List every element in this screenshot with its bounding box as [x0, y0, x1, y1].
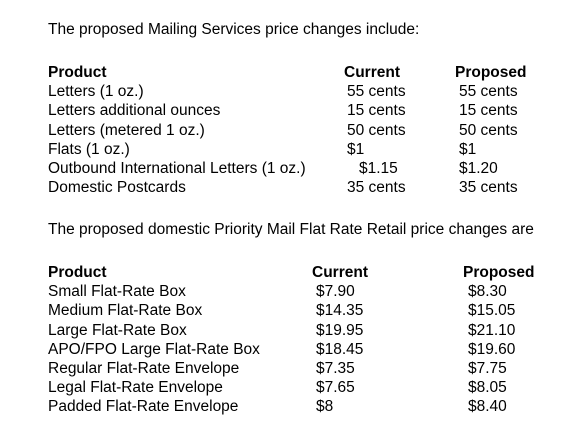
current-price: 55 cents: [347, 83, 406, 101]
proposed-price: $1: [459, 140, 477, 158]
current-price: $1.15: [359, 159, 398, 177]
current-price: $18.45: [316, 340, 364, 358]
product-name: Domestic Postcards: [48, 179, 186, 197]
proposed-price: 15 cents: [459, 102, 518, 120]
product-name: Large Flat-Rate Box: [48, 321, 187, 339]
product-name: Medium Flat-Rate Box: [48, 302, 203, 320]
header-product: Product: [48, 64, 107, 81]
proposed-price: $21.10: [468, 321, 516, 339]
header-current: Current: [312, 264, 368, 281]
proposed-price: 55 cents: [459, 83, 518, 101]
header-current: Current: [344, 64, 400, 81]
proposed-price: $1.20: [459, 159, 498, 177]
proposed-price: $19.60: [468, 340, 516, 358]
product-name: Outbound International Letters (1 oz.): [48, 159, 306, 177]
proposed-price: 50 cents: [459, 121, 518, 139]
product-name: Flats (1 oz.): [48, 140, 130, 158]
header-proposed: Proposed: [455, 64, 527, 81]
product-name: Letters (1 oz.): [48, 83, 144, 101]
proposed-price: 35 cents: [459, 179, 518, 197]
product-name: Regular Flat-Rate Envelope: [48, 359, 240, 377]
current-price: 35 cents: [347, 179, 406, 197]
mailing-intro-text: The proposed Mailing Services price chan…: [48, 21, 420, 38]
product-name: APO/FPO Large Flat-Rate Box: [48, 340, 260, 358]
header-product: Product: [48, 264, 107, 281]
proposed-price: $8.05: [468, 379, 507, 397]
product-name: Letters (metered 1 oz.): [48, 121, 205, 139]
priority-intro-text: The proposed domestic Priority Mail Flat…: [48, 221, 534, 238]
header-proposed: Proposed: [463, 264, 535, 281]
proposed-price: $15.05: [468, 302, 516, 320]
current-price: 50 cents: [347, 121, 406, 139]
current-price: $1: [347, 140, 365, 158]
current-price: 15 cents: [347, 102, 406, 120]
current-price: $7.35: [316, 359, 355, 377]
current-price: $7.90: [316, 283, 355, 301]
product-name: Legal Flat-Rate Envelope: [48, 379, 223, 397]
proposed-price: $7.75: [468, 359, 507, 377]
current-price: $7.65: [316, 379, 355, 397]
current-price: $14.35: [316, 302, 364, 320]
current-price: $8: [316, 398, 334, 416]
product-name: Padded Flat-Rate Envelope: [48, 398, 239, 416]
proposed-price: $8.30: [468, 283, 507, 301]
product-name: Letters additional ounces: [48, 102, 221, 120]
proposed-price: $8.40: [468, 398, 507, 416]
current-price: $19.95: [316, 321, 364, 339]
product-name: Small Flat-Rate Box: [48, 283, 186, 301]
